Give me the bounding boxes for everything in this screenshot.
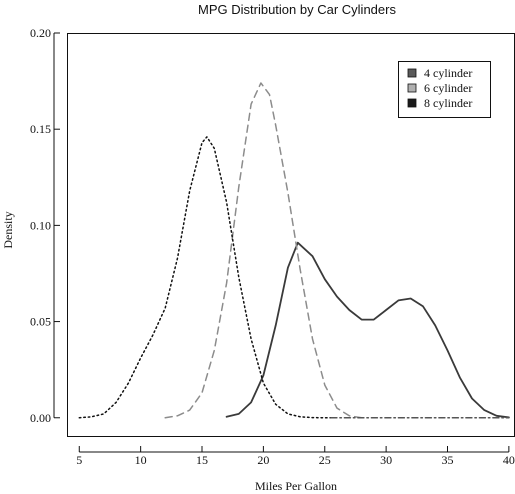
- legend-swatch: [407, 68, 417, 78]
- legend-label: 6 cylinder: [424, 81, 472, 95]
- chart-title: MPG Distribution by Car Cylinders: [198, 2, 396, 17]
- legend-label: 4 cylinder: [424, 66, 472, 80]
- legend-swatch: [407, 83, 417, 93]
- x-axis-label: Miles Per Gallon: [255, 479, 337, 493]
- x-tick-label: 10: [135, 453, 147, 467]
- x-tick-label: 5: [76, 453, 82, 467]
- series-line-6-cylinder: [164, 82, 363, 419]
- y-tick-label: 0.15: [30, 122, 51, 136]
- y-axis-label: Density: [1, 211, 15, 248]
- series-line-4-cylinder: [225, 241, 510, 419]
- axes: 5 10 15 20 25 30 35 40 0.00 0.05 0.10 0.15 0.20: [30, 26, 515, 467]
- series-line-8-cylinder: [78, 136, 338, 419]
- plot-area: [78, 82, 510, 419]
- x-tick-label: 35: [441, 453, 453, 467]
- x-tick-label: 20: [257, 453, 269, 467]
- legend-swatch: [407, 98, 417, 108]
- y-tick-label: 0.05: [30, 315, 51, 329]
- x-tick-label: 30: [380, 453, 392, 467]
- y-tick-label: 0.00: [30, 411, 51, 425]
- x-tick-label: 15: [196, 453, 208, 467]
- y-tick-label: 0.20: [30, 26, 51, 40]
- legend-label: 8 cylinder: [424, 96, 472, 110]
- x-tick-label: 40: [503, 453, 515, 467]
- x-tick-label: 25: [319, 453, 331, 467]
- y-tick-label: 0.10: [30, 218, 51, 232]
